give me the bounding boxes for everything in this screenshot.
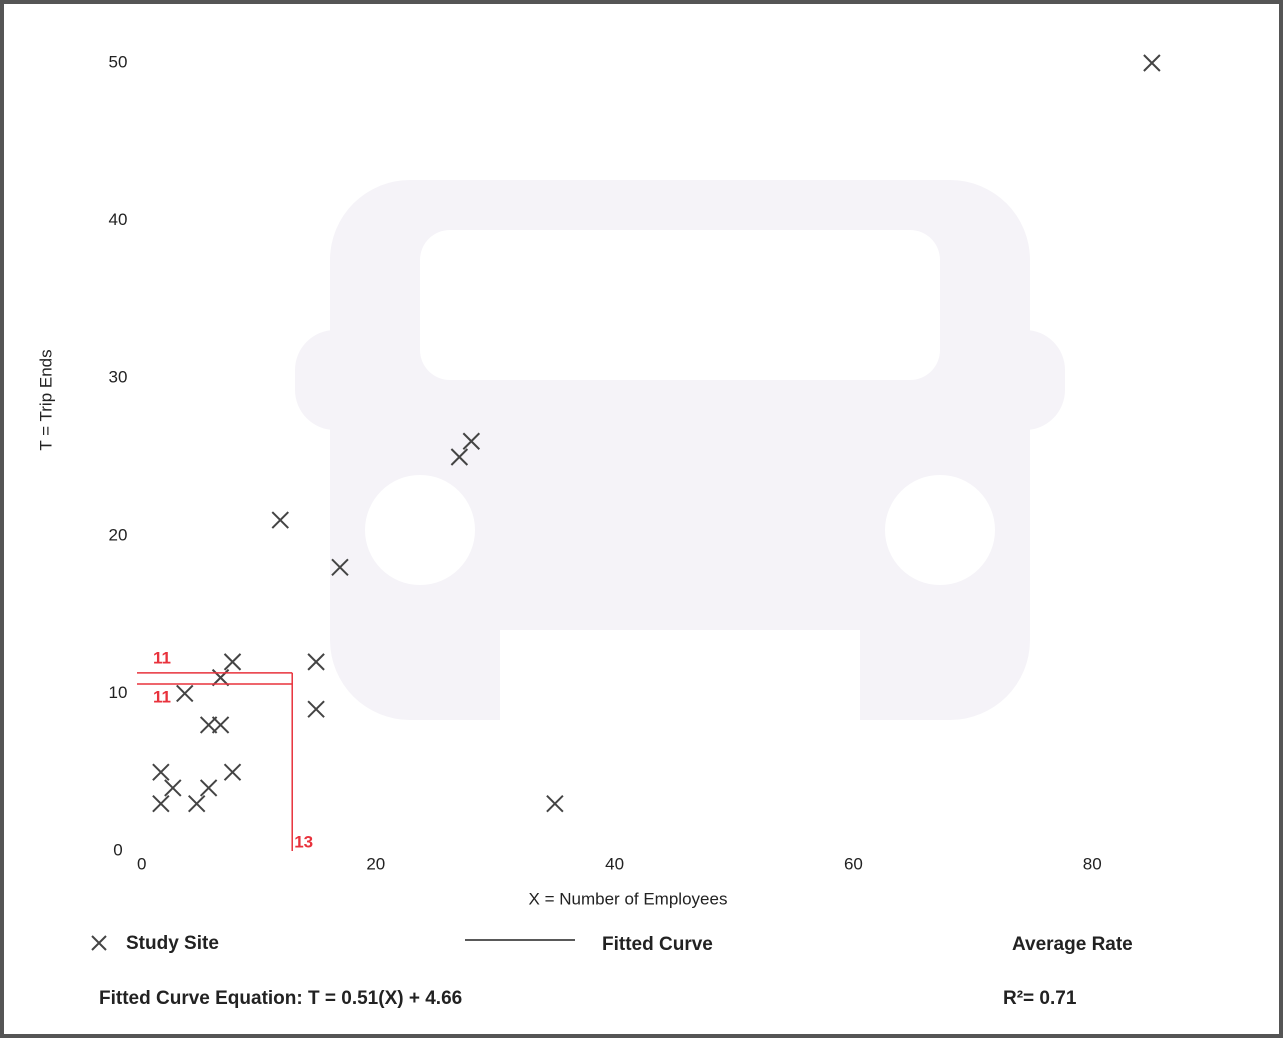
legend-label: Fitted Curve bbox=[602, 934, 713, 955]
x-tick-label: 80 bbox=[1083, 854, 1102, 873]
annotation-label: 13 bbox=[294, 832, 313, 851]
equation: Fitted Curve Equation: T = 0.51(X) + 4.6… bbox=[99, 988, 462, 1009]
x-tick-label: 40 bbox=[605, 854, 624, 873]
r-squared: R²= 0.71 bbox=[1003, 988, 1077, 1009]
y-tick-label: 30 bbox=[109, 368, 128, 387]
y-tick-label: 0 bbox=[113, 840, 122, 859]
chart: X = Number of Employees T = Trip Ends St… bbox=[0, 0, 1283, 1038]
x-axis-label: X = Number of Employees bbox=[529, 889, 728, 908]
x-tick-label: 0 bbox=[137, 854, 146, 873]
legend-label: Study Site bbox=[126, 933, 219, 954]
y-tick-label: 50 bbox=[109, 52, 128, 71]
legend-label: Average Rate bbox=[1012, 934, 1133, 955]
y-tick-label: 40 bbox=[109, 210, 128, 229]
y-tick-label: 20 bbox=[109, 525, 128, 544]
annotation-label: 11 bbox=[153, 648, 171, 667]
x-tick-label: 60 bbox=[844, 854, 863, 873]
y-tick-label: 10 bbox=[109, 683, 128, 702]
x-tick-label: 20 bbox=[366, 854, 385, 873]
annotation-label: 11 bbox=[153, 687, 171, 706]
y-axis-label: T = Trip Ends bbox=[36, 349, 55, 450]
